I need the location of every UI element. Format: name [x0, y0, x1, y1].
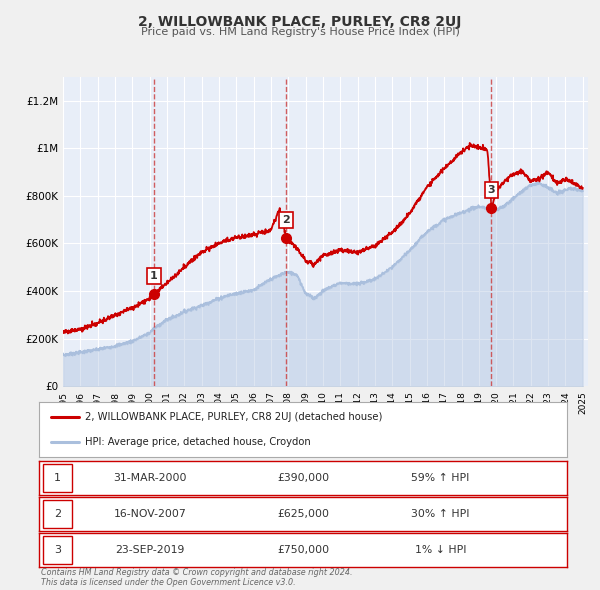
Text: Price paid vs. HM Land Registry's House Price Index (HPI): Price paid vs. HM Land Registry's House … — [140, 27, 460, 37]
Text: £750,000: £750,000 — [277, 545, 329, 555]
Text: 30% ↑ HPI: 30% ↑ HPI — [411, 509, 470, 519]
Text: 2: 2 — [282, 215, 290, 225]
FancyBboxPatch shape — [43, 536, 72, 564]
Text: 3: 3 — [488, 185, 496, 195]
Text: 2: 2 — [54, 509, 61, 519]
Text: 59% ↑ HPI: 59% ↑ HPI — [411, 473, 469, 483]
Text: 16-NOV-2007: 16-NOV-2007 — [113, 509, 186, 519]
Text: 2, WILLOWBANK PLACE, PURLEY, CR8 2UJ (detached house): 2, WILLOWBANK PLACE, PURLEY, CR8 2UJ (de… — [85, 412, 383, 422]
Text: 1: 1 — [54, 473, 61, 483]
Text: 3: 3 — [54, 545, 61, 555]
Text: HPI: Average price, detached house, Croydon: HPI: Average price, detached house, Croy… — [85, 437, 311, 447]
Text: 31-MAR-2000: 31-MAR-2000 — [113, 473, 187, 483]
Text: 1: 1 — [150, 271, 158, 281]
Text: Contains HM Land Registry data © Crown copyright and database right 2024.
This d: Contains HM Land Registry data © Crown c… — [41, 568, 352, 587]
Text: £625,000: £625,000 — [277, 509, 329, 519]
FancyBboxPatch shape — [43, 500, 72, 528]
FancyBboxPatch shape — [43, 464, 72, 492]
Text: 23-SEP-2019: 23-SEP-2019 — [115, 545, 185, 555]
Text: £390,000: £390,000 — [277, 473, 329, 483]
Text: 1% ↓ HPI: 1% ↓ HPI — [415, 545, 466, 555]
Text: 2, WILLOWBANK PLACE, PURLEY, CR8 2UJ: 2, WILLOWBANK PLACE, PURLEY, CR8 2UJ — [139, 15, 461, 29]
